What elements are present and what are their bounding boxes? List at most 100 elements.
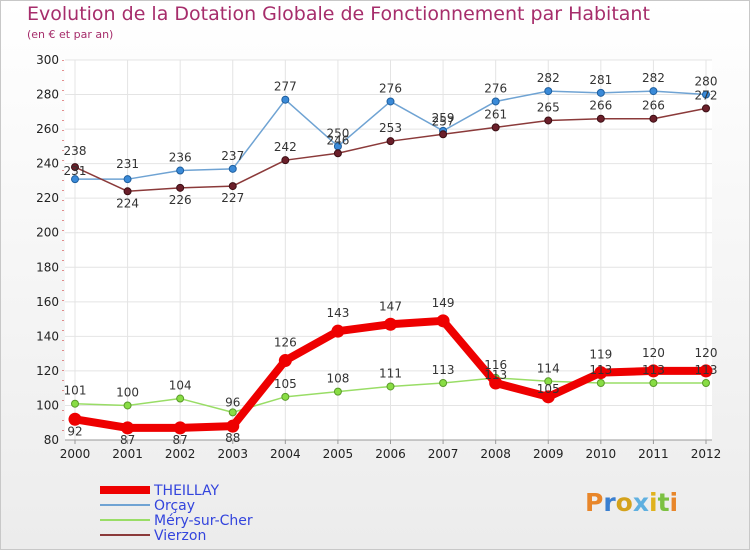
data-point-2-11 [649,379,658,387]
data-label-2-1: 100 [116,385,139,399]
data-point-2-0 [71,399,79,408]
data-point-0-1 [121,421,135,435]
x-tick-label: 2003 [217,447,248,461]
data-point-3-10 [596,114,605,123]
data-label-3-1: 224 [116,196,139,210]
y-tick-label: 280 [36,88,59,102]
data-label-1-9: 282 [537,71,560,85]
data-point-0-12 [699,364,713,378]
x-tick-label: 2004 [270,447,301,461]
data-point-1-1 [123,175,132,184]
data-label-3-9: 265 [537,100,560,114]
data-label-layer: 92 87 87 88 126 143 147 149 113 105 119 120 120 231 23… [64,71,718,447]
data-point-3-4 [281,156,290,165]
legend-label-3: Vierzon [154,528,206,544]
data-point-3-11 [649,114,658,123]
data-label-3-12: 272 [695,88,718,102]
data-label-2-9: 114 [537,361,560,375]
proxiti-logo: Proxiti [585,488,678,517]
data-point-1-12 [702,90,710,99]
data-point-3-0 [71,163,79,172]
data-label-3-2: 226 [169,193,192,207]
data-point-0-6 [384,317,397,331]
y-tick-label: 120 [36,364,59,378]
brand-letter: i [669,488,679,517]
axis-layer: 80 100 120 140 160 180 200 220 240 260 280 300 2000 2… [36,53,721,461]
data-label-0-0: 92 [67,424,82,438]
data-point-1-8 [491,97,500,106]
data-point-3-1 [123,187,132,196]
y-tick-label: 200 [36,226,59,240]
x-tick-label: 2011 [638,447,669,461]
data-label-3-8: 261 [484,107,507,121]
chart-title: Evolution de la Dotation Globale de Fonc… [27,3,650,25]
brand-letter: x [632,488,649,517]
data-point-0-3 [226,419,240,433]
brand-letter: r [603,488,616,517]
y-tick-label: 100 [36,398,59,412]
data-label-3-3: 227 [221,191,244,205]
data-label-1-10: 281 [589,73,612,87]
y-tick-label: 140 [36,329,59,343]
x-tick-label: 2005 [323,447,354,461]
x-tick-label: 2001 [112,447,143,461]
data-label-2-7: 113 [432,363,455,377]
data-label-0-2: 87 [173,433,188,447]
data-point-2-3 [228,408,237,417]
data-point-2-10 [596,379,605,387]
data-point-2-4 [281,392,290,401]
brand-letter: P [585,488,604,517]
y-tick-label: 240 [36,157,59,171]
brand-letter: t [657,488,670,517]
legend-label-2: Méry-sur-Cher [154,513,253,529]
data-point-2-7 [439,379,448,387]
data-label-1-0: 231 [64,164,87,178]
data-label-3-11: 266 [642,99,665,113]
grid-layer [65,59,712,441]
data-label-0-6: 147 [379,299,402,313]
data-point-3-7 [439,130,448,139]
x-tick-label: 2010 [586,447,617,461]
data-point-3-9 [544,116,553,125]
legend-label-1: Orçay [154,498,195,514]
data-label-1-11: 282 [642,71,665,85]
data-point-2-12 [702,379,710,387]
x-tick-label: 2007 [428,447,459,461]
data-label-1-8: 276 [484,81,507,95]
data-point-1-4 [281,95,290,104]
data-label-0-7: 149 [432,296,455,310]
data-point-3-3 [228,182,237,191]
x-tick-label: 2009 [533,447,564,461]
series-layer [68,87,713,435]
data-point-2-6 [386,382,395,391]
x-tick-label: 2000 [60,447,91,461]
data-point-1-9 [544,87,553,96]
data-label-0-9: 105 [537,382,560,396]
data-label-0-5: 143 [326,306,349,320]
y-tick-label: 180 [36,260,59,274]
data-point-3-5 [333,149,342,158]
data-point-1-0 [71,175,79,184]
data-point-3-12 [702,104,710,113]
data-point-1-10 [596,88,605,97]
y-tick-label: 300 [36,53,59,67]
data-label-0-11: 120 [642,346,665,360]
data-label-2-10: 113 [589,363,612,377]
x-tick-label: 2002 [165,447,196,461]
data-label-1-5: 250 [326,126,349,140]
data-label-2-5: 108 [326,372,349,386]
data-label-0-3: 88 [225,431,240,445]
data-label-2-0: 101 [64,384,87,398]
data-label-2-6: 111 [379,366,402,380]
y-tick-label: 160 [36,295,59,309]
data-point-0-5 [331,324,345,338]
data-point-0-9 [541,390,555,404]
y-tick-label: 220 [36,191,59,205]
data-label-1-1: 231 [116,157,139,171]
data-point-0-2 [173,421,187,435]
data-label-2-2: 104 [169,379,192,393]
data-point-3-2 [176,183,185,192]
x-tick-label: 2006 [375,447,406,461]
data-label-3-5: 246 [326,133,349,147]
